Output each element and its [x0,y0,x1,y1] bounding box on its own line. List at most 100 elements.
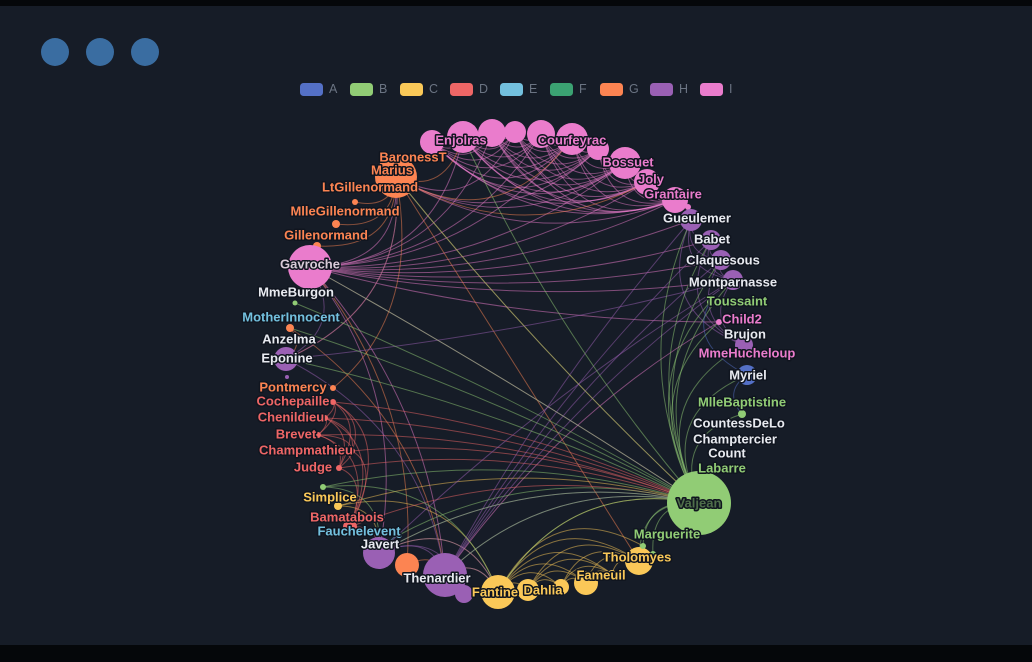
graph-node-marius[interactable] [375,156,417,198]
node-label-thenardier: Thenardier [403,571,470,586]
graph-edge [309,133,542,268]
graph-node-eponine[interactable] [274,347,298,371]
graph-node-tholomyes[interactable] [625,547,653,575]
graph-node-pdot1[interactable] [685,204,691,210]
graph-node-babet[interactable] [701,230,721,250]
graph-node-myriel[interactable] [737,365,757,385]
graph-node-fauchelevent_dot[interactable] [396,532,402,538]
graph-node-montparnasse[interactable] [723,270,743,290]
graph-edge [491,132,599,171]
node-label-count: Count [708,446,746,461]
graph-node-p5[interactable] [587,138,609,160]
graph-node-torange[interactable] [395,553,419,577]
graph-node-bamatabois[interactable] [343,520,357,534]
node-label-brevet_dot: Brevet [276,427,317,442]
node-label-cochepaille_dot: Cochepaille [257,394,330,409]
graph-edge [378,491,700,554]
graph-edge [703,301,748,376]
graph-node-zephine[interactable] [553,579,569,595]
legend-swatch-F [550,83,573,96]
graph-node-fameuil[interactable] [574,571,598,595]
node-label-brujon: Brujon [724,327,766,342]
graph-node-p2[interactable] [478,119,506,147]
graph-node-p1[interactable] [420,130,444,154]
graph-node-simplice_gdot[interactable] [320,484,326,490]
graph-node-child2_dot[interactable] [716,319,722,325]
legend-item-I[interactable]: I [700,83,750,96]
graph-node-pontmercy_dot[interactable] [330,385,336,391]
graph-node-mlleg_dot[interactable] [332,220,340,228]
node-label-myriel: Myriel [729,368,767,383]
legend-item-F[interactable]: F [550,83,600,96]
graph-node-anzelma_dot[interactable] [286,324,294,332]
graph-edge [309,266,387,554]
window-button-1[interactable] [41,38,69,66]
node-label-bossuet: Bossuet [602,155,654,170]
graph-node-dahlia[interactable] [517,579,539,601]
legend-item-D[interactable]: D [450,83,500,96]
graph-edge [444,321,720,576]
graph-node-p4[interactable] [527,120,555,148]
graph-node-mmeb_gdot[interactable] [292,300,298,306]
graph-node-enjolras[interactable] [447,121,479,153]
graph-edge [514,131,599,165]
legend-item-B[interactable]: B [350,83,400,96]
graph-edge [378,538,499,593]
graph-node-bossuet[interactable] [609,147,641,179]
graph-node-champmathieu_dot[interactable] [349,448,355,454]
window-button-2[interactable] [86,38,114,66]
graph-node-brevet_dot[interactable] [315,432,321,438]
graph-node-fantine[interactable] [481,575,515,609]
legend-label-E: E [529,82,538,96]
legend-item-G[interactable]: G [600,83,650,96]
graph-edge [497,528,644,593]
graph-node-gueulemer[interactable] [680,209,702,231]
graph-node-cochepaille_dot[interactable] [330,399,336,405]
graph-node-mar_dot1[interactable] [640,543,646,549]
graph-node-mar_dot2[interactable] [650,551,656,557]
legend-item-A[interactable]: A [300,83,350,96]
legend-swatch-B [350,83,373,96]
graph-node-judge_dot[interactable] [336,465,342,471]
legend-item-C[interactable]: C [400,83,450,96]
graph-node-grantaire[interactable] [662,187,688,213]
graph-node-tpurple[interactable] [455,585,473,603]
graph-node-brujon[interactable] [735,336,753,354]
node-label-dahlia: Dahlia [523,583,563,598]
graph-node-mlleb_dot[interactable] [738,410,746,418]
graph-edge [395,176,648,216]
graph-edge [349,450,367,528]
graph-edge [332,401,351,469]
graph-node-ltg_dot[interactable] [352,199,358,205]
graph-edge [332,176,403,389]
graph-edge [431,131,516,161]
graph-edge [309,219,692,274]
graph-node-thenardier[interactable] [423,553,467,597]
graph-node-gavroche[interactable] [288,245,332,289]
graph-node-p3[interactable] [504,121,526,143]
graph-node-claquesous[interactable] [711,250,731,270]
graph-node-chenildieu_dot[interactable] [322,415,328,421]
graph-node-joly[interactable] [634,169,660,195]
graph-edge [285,176,398,360]
window-button-3[interactable] [131,38,159,66]
node-label-mmehucheloup: MmeHucheloup [699,346,796,361]
legend-item-H[interactable]: H [650,83,700,96]
node-label-eponine: Eponine [261,351,312,366]
graph-node-ep_dot[interactable] [285,375,289,379]
node-label-courfeyrac: Courfeyrac [538,133,607,148]
graph-node-ydot1[interactable] [608,570,616,578]
graph-node-valjean[interactable] [667,471,731,535]
legend-item-E[interactable]: E [500,83,550,96]
graph-edge [285,279,734,360]
graph-edge [497,498,700,593]
graph-edge [395,176,640,562]
legend-label-F: F [579,82,587,96]
graph-node-toussaint_dot[interactable] [707,299,713,305]
graph-node-javert[interactable] [363,537,395,569]
graph-node-courfeyrac[interactable] [556,123,588,155]
graph-node-simplice_ydot[interactable] [334,502,342,510]
node-label-anzelma: Anzelma [262,332,316,347]
node-label-countessdelo: CountessDeLo [693,416,785,431]
legend-swatch-C [400,83,423,96]
